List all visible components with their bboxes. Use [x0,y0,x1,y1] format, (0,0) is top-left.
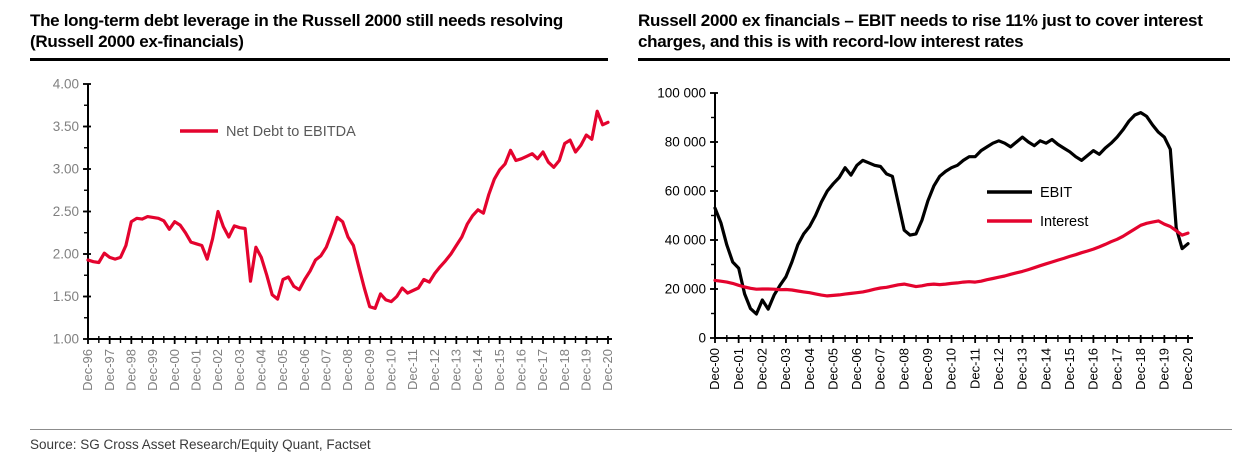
svg-text:Dec-13: Dec-13 [1015,348,1030,390]
svg-text:Dec-17: Dec-17 [1109,348,1124,390]
svg-text:Dec-12: Dec-12 [991,348,1006,390]
svg-text:Dec-04: Dec-04 [253,349,268,391]
svg-text:60 000: 60 000 [665,184,706,199]
svg-text:Dec-13: Dec-13 [448,349,463,391]
svg-text:Dec-00: Dec-00 [707,348,722,390]
svg-text:4.00: 4.00 [53,77,79,92]
svg-text:Dec-18: Dec-18 [557,349,572,391]
svg-text:100 000: 100 000 [657,86,706,101]
svg-text:Dec-10: Dec-10 [944,348,959,390]
source-note: Source: SG Cross Asset Research/Equity Q… [30,429,1232,452]
svg-text:Dec-03: Dec-03 [232,349,247,391]
svg-text:Dec-98: Dec-98 [123,349,138,391]
right-chart-title: Russell 2000 ex financials – EBIT needs … [638,11,1203,52]
svg-text:Dec-06: Dec-06 [297,349,312,391]
svg-text:3.50: 3.50 [53,119,79,134]
svg-text:1.50: 1.50 [53,289,79,304]
svg-text:Dec-08: Dec-08 [340,349,355,391]
svg-text:Dec-97: Dec-97 [102,349,117,391]
svg-text:Dec-07: Dec-07 [318,349,333,391]
svg-text:Dec-09: Dec-09 [362,349,377,391]
left-chart-title: The long-term debt leverage in the Russe… [30,11,563,52]
svg-text:Dec-16: Dec-16 [513,349,528,391]
svg-text:1.00: 1.00 [53,332,79,347]
svg-text:Dec-02: Dec-02 [754,348,769,390]
svg-text:3.00: 3.00 [53,162,79,177]
svg-text:Dec-01: Dec-01 [188,349,203,391]
svg-text:Dec-17: Dec-17 [535,349,550,391]
right-title-underline [638,57,1230,61]
svg-text:Dec-14: Dec-14 [470,349,485,391]
svg-text:Dec-15: Dec-15 [1062,348,1077,390]
svg-text:0: 0 [698,331,706,346]
svg-text:Dec-06: Dec-06 [849,348,864,390]
svg-text:Dec-96: Dec-96 [80,349,95,391]
svg-text:Dec-99: Dec-99 [145,349,160,391]
svg-text:80 000: 80 000 [665,135,706,150]
svg-text:2.50: 2.50 [53,204,79,219]
svg-text:Dec-20: Dec-20 [600,349,612,391]
svg-text:Dec-19: Dec-19 [578,349,593,391]
svg-text:Dec-15: Dec-15 [492,349,507,391]
svg-text:Net Debt to EBITDA: Net Debt to EBITDA [226,124,356,140]
svg-text:Dec-00: Dec-00 [167,349,182,391]
svg-text:Dec-05: Dec-05 [825,348,840,390]
svg-text:20 000: 20 000 [665,282,706,297]
svg-text:EBIT: EBIT [1040,185,1072,201]
svg-text:Dec-11: Dec-11 [405,349,420,390]
svg-text:Dec-16: Dec-16 [1086,348,1101,390]
svg-text:Dec-07: Dec-07 [873,348,888,390]
svg-text:Dec-19: Dec-19 [1156,348,1171,390]
svg-text:Dec-11: Dec-11 [967,348,982,389]
svg-text:Dec-05: Dec-05 [275,349,290,391]
svg-text:Dec-03: Dec-03 [778,348,793,390]
svg-text:2.00: 2.00 [53,247,79,262]
svg-text:Interest: Interest [1040,214,1088,230]
svg-text:Dec-04: Dec-04 [802,348,817,390]
svg-text:40 000: 40 000 [665,233,706,248]
svg-text:Dec-18: Dec-18 [1133,348,1148,390]
svg-text:Dec-02: Dec-02 [210,349,225,391]
left-chart-panel: The long-term debt leverage in the Russe… [30,10,612,414]
svg-text:Dec-01: Dec-01 [731,348,746,390]
right-chart-panel: Russell 2000 ex financials – EBIT needs … [638,10,1230,414]
left-title-underline [30,57,608,61]
svg-text:Dec-12: Dec-12 [427,349,442,391]
svg-text:Dec-14: Dec-14 [1038,348,1053,390]
svg-text:Dec-10: Dec-10 [383,349,398,391]
svg-text:Dec-08: Dec-08 [896,348,911,390]
svg-text:Dec-20: Dec-20 [1180,348,1195,390]
svg-text:Dec-09: Dec-09 [920,348,935,390]
